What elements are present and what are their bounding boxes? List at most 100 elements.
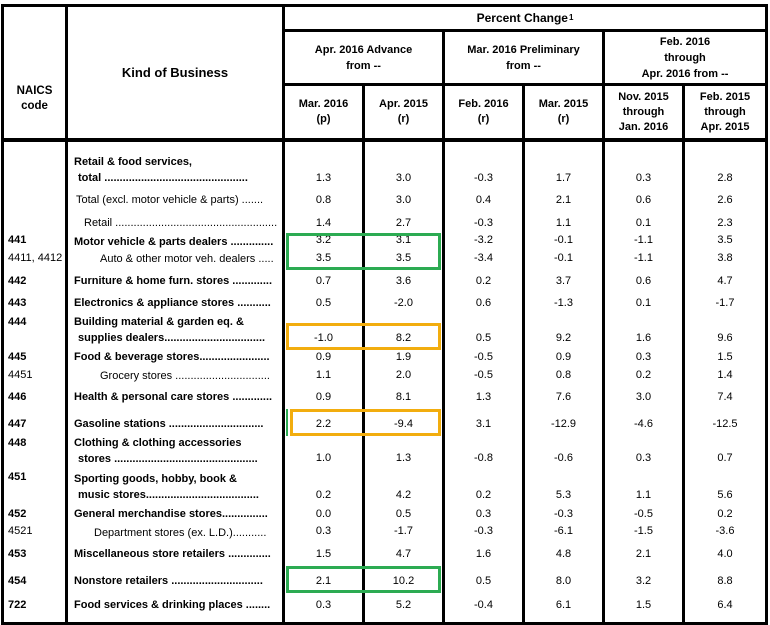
business-name-line: Motor vehicle & parts dealers ..........… <box>74 236 274 248</box>
percent-value-cell: 2.3 <box>717 217 733 229</box>
percent-value-cell: -0.3 <box>445 525 525 542</box>
percent-value-cell <box>445 142 525 148</box>
spacer-row <box>4 616 765 622</box>
percent-value-cell: -0.5 <box>445 368 525 386</box>
subcol-header-feb-2016-r: Feb. 2016 (r) <box>445 86 525 138</box>
percent-value-cell: 0.2 <box>285 469 365 506</box>
table-row: Retail & food services, total ...........… <box>4 148 765 189</box>
percent-value-cell: 0.5 <box>285 292 365 314</box>
percent-value-cell: -0.3 <box>525 506 605 525</box>
subcol-header-mar-2016-p: Mar. 2016 (p) <box>285 86 365 138</box>
table-row: 451 Sporting goods, hobby, book & music st… <box>4 469 765 506</box>
naics-code-cell: 722 <box>4 592 68 616</box>
business-name-line: General merchandise stores..............… <box>74 508 268 520</box>
business-name-cell: Health & personal care stores ..........… <box>68 386 285 408</box>
naics-code-cell <box>4 189 68 211</box>
business-name-line: Building material & garden eq. & <box>74 316 244 328</box>
percent-value-cell: 1.5 <box>717 351 733 363</box>
percent-value-cell: 1.1 <box>605 469 685 506</box>
table-row: 442 Furniture & home furn. stores .......… <box>4 269 765 292</box>
table-row: 443 Electronics & appliance stores ......… <box>4 292 765 314</box>
percent-value-cell: 0.1 <box>605 211 685 234</box>
percent-value-cell: 0.3 <box>605 435 685 469</box>
business-name-cell: Clothing & clothing accessories stores ..… <box>68 435 285 469</box>
percent-value-cell: -0.5 <box>605 506 685 525</box>
naics-code-cell <box>4 142 68 148</box>
percent-value-cell: 3.5 <box>365 251 445 269</box>
percent-value-cell: 3.1 <box>445 408 525 435</box>
percent-value-cell: 0.3 <box>605 148 685 189</box>
percent-value-cell: 10.2 <box>365 565 445 592</box>
business-name-cell: General merchandise stores..............… <box>68 506 285 525</box>
percent-value-cell: 1.0 <box>285 435 365 469</box>
percent-value-cell: 0.6 <box>605 269 685 292</box>
spacer-row <box>4 142 765 148</box>
business-name-line: Clothing & clothing accessories <box>74 437 242 449</box>
subcolumn-header-row: Mar. 2016 (p) Apr. 2015 (r) Feb. 2016 (r… <box>285 86 765 138</box>
business-name-line: Grocery stores .........................… <box>100 370 270 382</box>
percent-value-cell: 5.2 <box>365 592 445 616</box>
naics-code-cell: 452 <box>4 506 68 525</box>
percent-value-cell: 2.1 <box>605 542 685 565</box>
percent-value-cell: 9.6 <box>717 332 733 344</box>
percent-value-cell: 3.5 <box>285 251 365 269</box>
percent-value-cell: 0.8 <box>285 189 365 211</box>
percent-value-cell: 8.8 <box>717 575 733 587</box>
business-name-cell: Miscellaneous store retailers ..........… <box>68 542 285 565</box>
percent-value-cell: 3.7 <box>525 269 605 292</box>
percent-value-cell: 4.8 <box>525 542 605 565</box>
percent-value-cell: -1.5 <box>605 525 685 542</box>
percent-value-cell: 0.8 <box>525 368 605 386</box>
percent-value-cell: -0.3 <box>445 211 525 234</box>
naics-code-cell: 4521 <box>4 525 68 542</box>
percent-value-cell: 1.4 <box>285 211 365 234</box>
percent-value-cell: -1.0 <box>285 314 365 349</box>
percent-value-cell: 1.1 <box>525 211 605 234</box>
business-name-line: Retail .................................… <box>84 217 278 229</box>
percent-value-cell: 1.6 <box>605 314 685 349</box>
business-name-cell: Nonstore retailers .....................… <box>68 565 285 592</box>
table-row: 446 Health & personal care stores .......… <box>4 386 765 408</box>
business-name-line: supplies dealers........................… <box>78 332 266 344</box>
table-row: 447 Gasoline stations ...................… <box>4 408 765 435</box>
table-row: 452 General merchandise stores...........… <box>4 506 765 525</box>
percent-value-cell: 0.3 <box>285 592 365 616</box>
percent-value-cell: 8.0 <box>525 565 605 592</box>
percent-value-cell: 1.5 <box>605 592 685 616</box>
business-name-cell: Retail .................................… <box>68 211 285 234</box>
percent-value-cell: -4.6 <box>605 408 685 435</box>
percent-value-cell: 3.0 <box>365 148 445 189</box>
business-name-line: Gasoline stations ......................… <box>74 418 264 430</box>
business-name-line: Furniture & home furn. stores ..........… <box>74 275 273 287</box>
percent-value-cell: -0.5 <box>445 349 525 368</box>
business-name-cell: Gasoline stations ......................… <box>68 408 285 435</box>
table-row: 722 Food services & drinking places .....… <box>4 592 765 616</box>
percent-value-cell: 0.0 <box>285 506 365 525</box>
percent-value-cell: 5.3 <box>525 469 605 506</box>
percent-value-cell: -9.4 <box>365 408 445 435</box>
percent-value-cell: -1.7 <box>365 525 445 542</box>
business-name-cell: Sporting goods, hobby, book & music store… <box>68 469 285 506</box>
percent-value-cell: 2.6 <box>717 194 733 206</box>
percent-value-cell <box>525 142 605 148</box>
percent-value-cell: -1.1 <box>605 251 685 269</box>
percent-value-cell: 2.2 <box>285 408 365 435</box>
percent-value-cell <box>285 616 365 622</box>
percent-value-cell: 0.2 <box>445 469 525 506</box>
percent-value-cell: 0.1 <box>605 292 685 314</box>
percent-value-cell: 6.4 <box>717 599 733 611</box>
business-name-cell: Furniture & home furn. stores ..........… <box>68 269 285 292</box>
percent-value-cell: 2.8 <box>717 172 733 184</box>
percent-value-cell: 2.7 <box>365 211 445 234</box>
business-name-line: Food services & drinking places ........ <box>74 599 271 611</box>
group-header-feb-2016-through: Feb. 2016 through Apr. 2016 from -- <box>605 32 765 86</box>
percent-value-cell: -0.1 <box>525 234 605 251</box>
percent-value-cell: 0.5 <box>445 565 525 592</box>
percent-value-cell: 0.9 <box>285 386 365 408</box>
percent-value-cell: 0.5 <box>365 506 445 525</box>
percent-value-cell: -3.2 <box>445 234 525 251</box>
business-name-cell: Motor vehicle & parts dealers ..........… <box>68 234 285 251</box>
business-name-cell: Building material & garden eq. & supplies… <box>68 314 285 349</box>
percent-value-cell: 0.2 <box>717 508 733 520</box>
group-header-mar-2016-preliminary: Mar. 2016 Preliminary from -- <box>445 32 605 86</box>
